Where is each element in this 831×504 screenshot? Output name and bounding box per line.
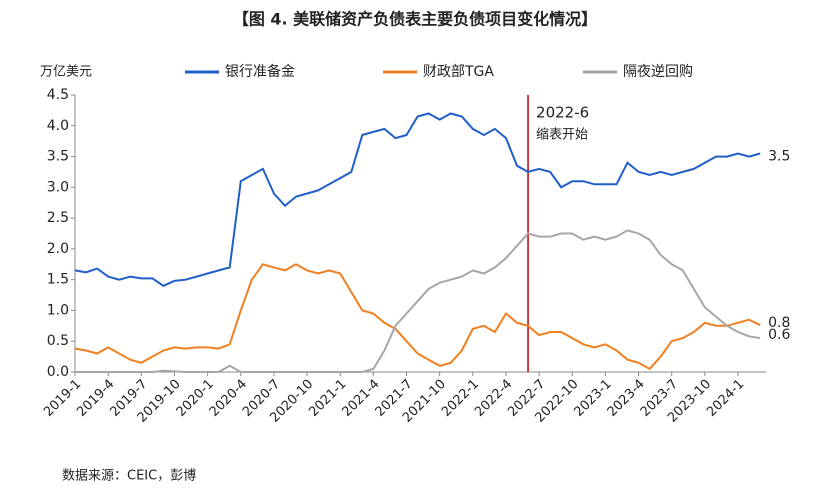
y-tick-label: 4.0 xyxy=(47,118,69,134)
annotation-note: 缩表开始 xyxy=(536,127,588,143)
y-tick-label: 1.5 xyxy=(47,272,69,288)
end-label: 3.5 xyxy=(768,149,790,165)
series-line xyxy=(75,229,761,373)
legend-label: 隔夜逆回购 xyxy=(623,64,693,80)
y-tick-label: 1.0 xyxy=(47,302,69,318)
y-tick-label: 2.0 xyxy=(47,241,69,257)
legend-label: 财政部TGA xyxy=(423,64,494,80)
y-tick-label: 3.0 xyxy=(47,179,69,195)
source-note: 数据来源：CEIC，彭博 xyxy=(62,469,196,484)
end-label: 0.6 xyxy=(768,327,790,343)
end-label: 0.8 xyxy=(768,315,790,331)
y-axis-label: 万亿美元 xyxy=(40,65,92,80)
y-tick-label: 3.5 xyxy=(47,149,69,165)
y-tick-label: 2.5 xyxy=(47,210,69,226)
annotation-label: 2022-6 xyxy=(536,104,589,122)
y-tick-label: 4.5 xyxy=(47,87,69,103)
chart-title: 【图 4. 美联储资产负债表主要负债项目变化情况】 xyxy=(233,10,597,29)
x-tick-label: 2024-1 xyxy=(704,377,747,420)
series-line xyxy=(74,263,761,371)
y-tick-label: 0.5 xyxy=(47,333,69,349)
legend-label: 银行准备金 xyxy=(225,63,295,80)
series-line xyxy=(74,112,761,287)
y-tick-label: 0.0 xyxy=(47,364,69,380)
